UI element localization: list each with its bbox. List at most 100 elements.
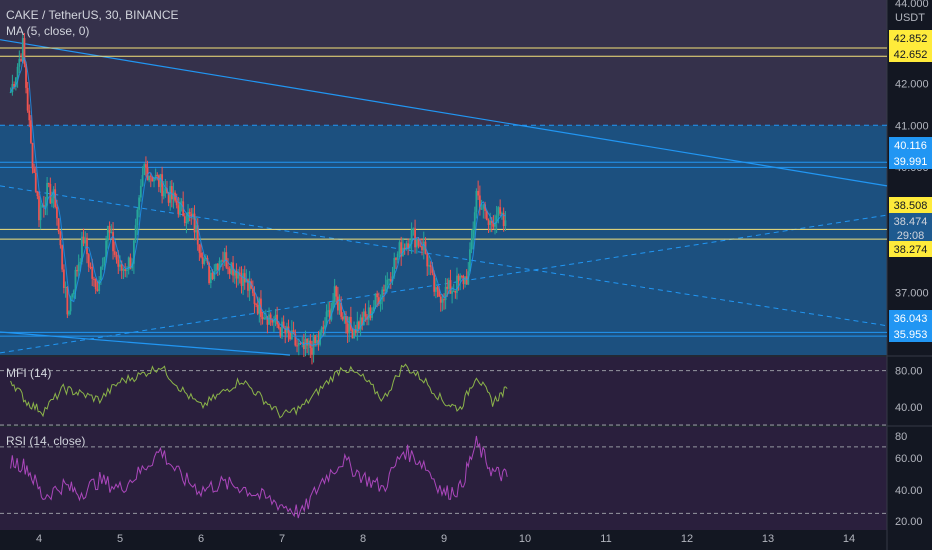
candle-body bbox=[25, 64, 27, 88]
candle-body bbox=[145, 164, 147, 168]
candle-body bbox=[115, 254, 118, 260]
candle-body bbox=[154, 174, 157, 180]
candle-body bbox=[41, 204, 44, 208]
price-tag-box bbox=[889, 326, 932, 342]
price-tag-box bbox=[889, 153, 932, 169]
time-tick-label: 8 bbox=[360, 533, 366, 545]
candle-body bbox=[354, 329, 357, 333]
price-tag-label: 40.116 bbox=[894, 140, 927, 152]
price-tag-box bbox=[889, 241, 932, 257]
candle-body bbox=[42, 204, 45, 208]
candle-body bbox=[415, 238, 418, 248]
candle-body bbox=[327, 310, 330, 312]
candle-body bbox=[222, 260, 224, 262]
rsi-legend[interactable]: RSI (14, close) bbox=[6, 434, 86, 448]
time-tick-label: 5 bbox=[117, 533, 123, 545]
candle-body bbox=[34, 172, 37, 192]
candle-body bbox=[23, 38, 26, 65]
candle-body bbox=[122, 269, 125, 271]
candle-body bbox=[315, 340, 318, 343]
candle-body bbox=[490, 220, 493, 223]
candle-body bbox=[441, 299, 444, 303]
candle-body bbox=[294, 333, 297, 346]
candle-body bbox=[297, 343, 300, 346]
candle-body bbox=[180, 201, 183, 203]
price-tag-label: 42.652 bbox=[894, 49, 928, 61]
candle-body bbox=[431, 266, 434, 273]
candle-body bbox=[179, 201, 181, 215]
candle-body bbox=[353, 329, 355, 339]
candle-body bbox=[412, 228, 415, 230]
candle-body bbox=[86, 237, 88, 255]
mfi-tick-label: 80.00 bbox=[895, 366, 923, 378]
candle-body bbox=[332, 301, 334, 309]
candle-body bbox=[113, 251, 116, 255]
candle-body bbox=[475, 190, 478, 213]
candle-body bbox=[276, 314, 279, 325]
candle-body bbox=[69, 297, 72, 312]
candle-body bbox=[81, 236, 83, 262]
candle-body bbox=[301, 342, 304, 344]
price-tag-label: 35.953 bbox=[894, 329, 928, 341]
candle-body bbox=[403, 247, 406, 250]
candle-body bbox=[108, 225, 111, 233]
candle-body bbox=[253, 293, 256, 304]
candle-body bbox=[345, 315, 347, 324]
candle-body bbox=[89, 266, 92, 268]
time-axis[interactable]: 4 5 6 7 8 9 10 11 12 13 14 bbox=[36, 533, 855, 545]
candle-body bbox=[105, 240, 108, 258]
candle-body bbox=[134, 225, 137, 241]
time-tick-label: 13 bbox=[762, 533, 774, 545]
mfi-legend[interactable]: MFI (14) bbox=[6, 366, 52, 380]
candle-body bbox=[156, 174, 159, 176]
candle-body bbox=[489, 220, 492, 225]
candle-body bbox=[299, 343, 302, 345]
candle-body bbox=[454, 290, 457, 293]
candle-body bbox=[251, 288, 254, 294]
mid-dashed-line bbox=[0, 185, 888, 327]
candle-body bbox=[166, 188, 168, 194]
candle-body bbox=[110, 232, 113, 234]
price-tag-box bbox=[889, 137, 932, 153]
candle-body bbox=[49, 183, 52, 204]
candle-body bbox=[183, 216, 186, 223]
candle-body bbox=[74, 269, 77, 291]
candle-body bbox=[407, 243, 410, 249]
candle-body bbox=[96, 289, 99, 292]
candle-body bbox=[141, 175, 144, 186]
candle-body bbox=[157, 175, 160, 187]
candle-body bbox=[159, 174, 162, 187]
ma-legend[interactable]: MA (5, close, 0) bbox=[6, 24, 90, 38]
candle-body bbox=[233, 270, 236, 276]
time-tick-label: 6 bbox=[198, 533, 204, 545]
candle-body bbox=[369, 307, 372, 318]
candle-body bbox=[31, 142, 34, 169]
candle-body bbox=[324, 325, 326, 329]
candles-layer bbox=[9, 32, 507, 365]
candle-body bbox=[200, 252, 202, 258]
candle-body bbox=[451, 291, 453, 294]
candle-body bbox=[136, 209, 139, 226]
candle-body bbox=[356, 321, 359, 333]
price-tag-box bbox=[889, 46, 932, 62]
candle-body bbox=[273, 320, 275, 323]
candle-body bbox=[56, 206, 58, 219]
price-tag-box bbox=[889, 197, 932, 213]
candle-body bbox=[340, 302, 343, 317]
candle-body bbox=[62, 269, 65, 288]
candle-body bbox=[492, 222, 495, 227]
candle-body bbox=[388, 279, 390, 281]
candle-body bbox=[469, 249, 471, 272]
candle-body bbox=[175, 200, 178, 206]
candle-body bbox=[151, 176, 154, 182]
candle-body bbox=[242, 273, 245, 286]
candle-body bbox=[218, 260, 221, 270]
candle-body bbox=[484, 204, 486, 211]
rsi-tick-label: 20.00 bbox=[895, 516, 923, 528]
candle-body bbox=[456, 275, 458, 293]
candle-body bbox=[421, 246, 423, 251]
candle-body bbox=[38, 196, 40, 221]
candle-body bbox=[59, 231, 62, 246]
price-tag-label: 38.474 bbox=[894, 216, 928, 228]
